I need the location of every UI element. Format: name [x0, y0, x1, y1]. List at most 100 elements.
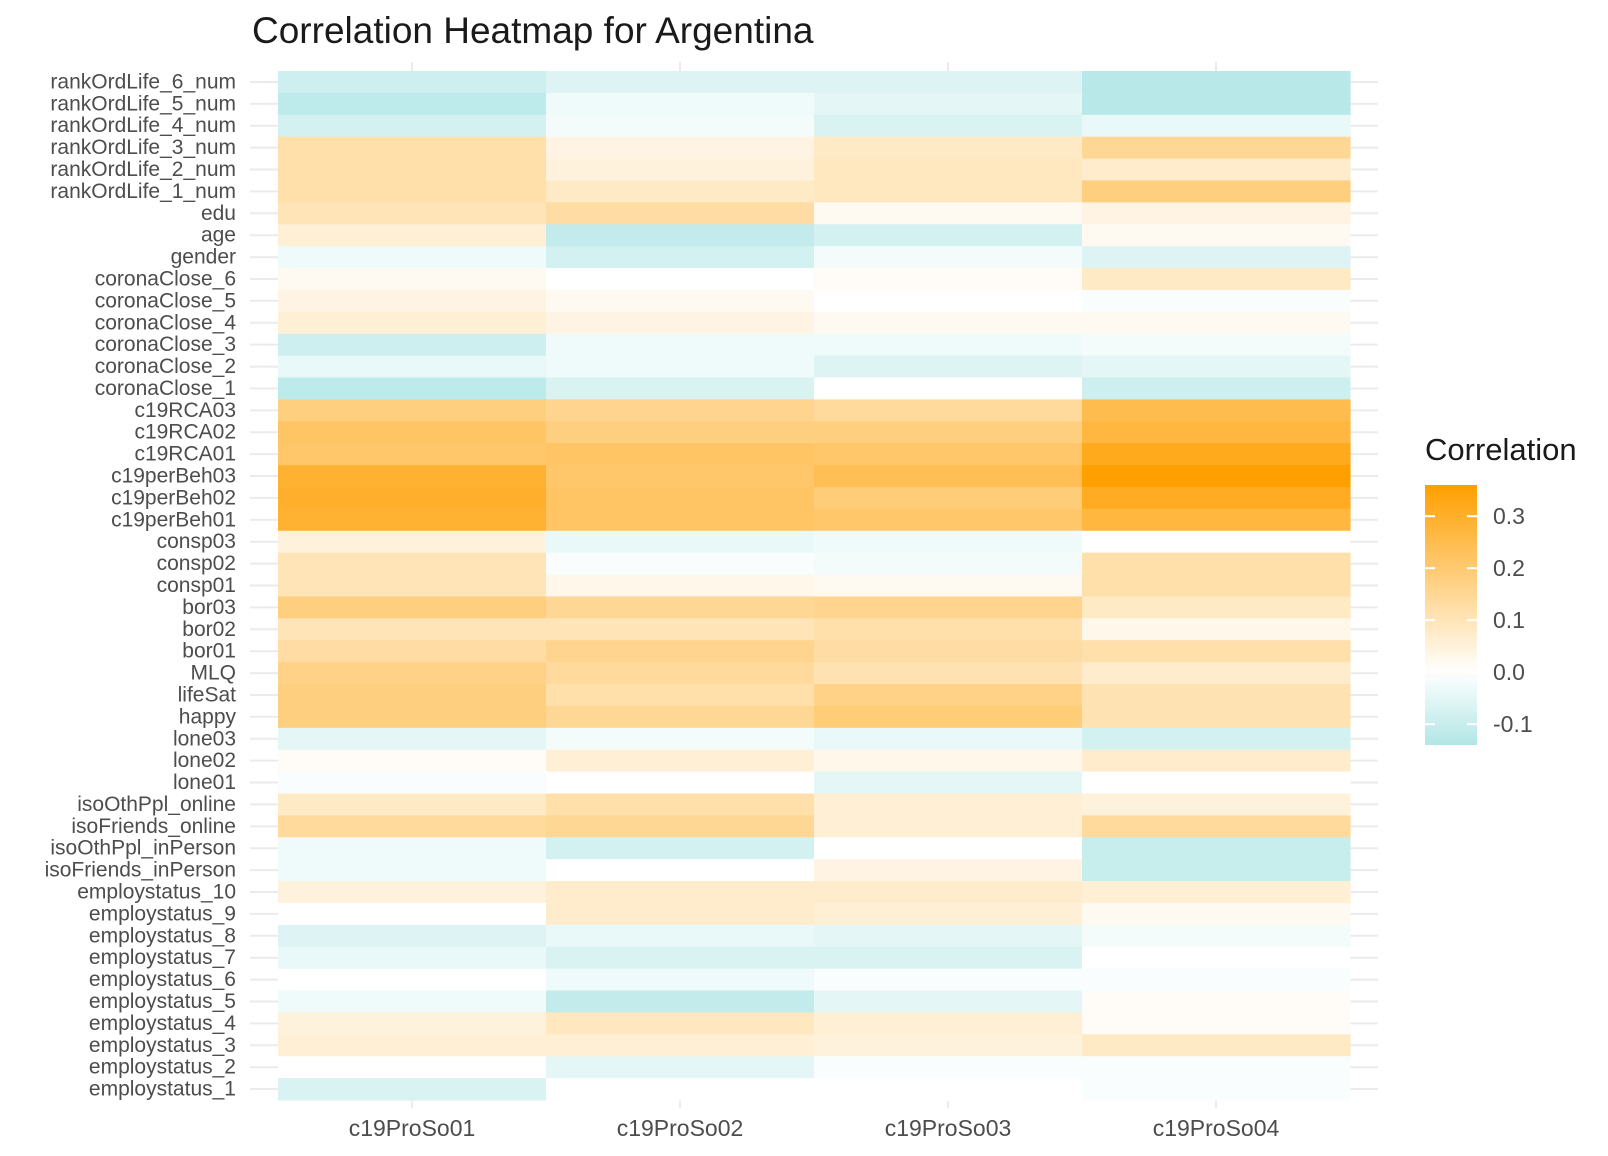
y-tick-label: employstatus_4: [89, 1012, 236, 1035]
heatmap-cell: [1082, 815, 1351, 838]
heatmap-cell: [278, 990, 547, 1014]
heatmap-cell: [278, 92, 547, 116]
heatmap-cell: [1082, 268, 1351, 291]
y-tick-label: employstatus_5: [89, 990, 236, 1013]
heatmap-cell: [546, 399, 815, 422]
heatmap-cell: [814, 727, 1083, 751]
legend-title: Correlation: [1425, 432, 1577, 467]
heatmap-cell: [1082, 92, 1351, 116]
heatmap-cell: [278, 640, 547, 663]
y-tick-label: isoFriends_online: [71, 815, 236, 838]
heatmap-cell: [278, 443, 547, 466]
y-tick-label: c19RCA01: [134, 443, 236, 466]
heatmap-cell: [278, 596, 547, 619]
heatmap-cell: [814, 1056, 1083, 1079]
heatmap-cell: [814, 552, 1083, 576]
y-tick-label: c19RCA03: [134, 399, 236, 422]
heatmap-cell: [814, 202, 1083, 225]
heatmap-cell: [1082, 902, 1351, 926]
legend: 0.3 0.2 0.1 0.0 -0.1: [1425, 485, 1533, 745]
heatmap-cell: [546, 1056, 815, 1079]
heatmap-cell: [814, 333, 1083, 357]
heatmap-cell: [1082, 990, 1351, 1014]
heatmap-cell: [814, 180, 1083, 203]
heatmap-cell: [546, 662, 815, 685]
heatmap-cell: [814, 749, 1083, 773]
heatmap-cell: [1082, 924, 1351, 948]
heatmap-cell: [546, 837, 815, 860]
heatmap-cell: [278, 114, 547, 138]
y-tick-labels: rankOrdLife_6_numrankOrdLife_5_numrankOr…: [45, 70, 237, 1100]
heatmap-cell: [1082, 749, 1351, 773]
y-tick-label: employstatus_7: [89, 946, 236, 969]
heatmap-cell: [546, 202, 815, 225]
heatmap-cell: [814, 793, 1083, 816]
heatmap-cell: [814, 246, 1083, 269]
heatmap-cell: [814, 837, 1083, 860]
heatmap-cell: [278, 662, 547, 685]
heatmap-cell: [546, 92, 815, 116]
heatmap-cell: [278, 508, 547, 532]
heatmap-cell: [814, 618, 1083, 641]
heatmap-cell: [1082, 289, 1351, 313]
heatmap-cell: [814, 508, 1083, 532]
heatmap-cell: [278, 465, 547, 488]
legend-tick-label: 0.2: [1493, 555, 1525, 581]
heatmap-cell: [278, 793, 547, 816]
heatmap-cell: [546, 333, 815, 357]
heatmap-cell: [278, 71, 547, 94]
heatmap-cell: [1082, 552, 1351, 576]
y-tick-label: isoOthPpl_inPerson: [50, 837, 236, 860]
heatmap-cell: [814, 684, 1083, 707]
y-tick-label: coronaClose_4: [95, 311, 237, 334]
heatmap-cell: [814, 1078, 1083, 1101]
heatmap-cell: [1082, 574, 1351, 598]
heatmap-cell: [814, 705, 1083, 729]
heatmap-cell: [814, 377, 1083, 401]
y-tick-label: rankOrdLife_1_num: [50, 180, 236, 203]
heatmap-cell: [814, 1034, 1083, 1057]
y-tick-label: edu: [201, 202, 236, 225]
heatmap-cell: [814, 136, 1083, 160]
y-tick-label: employstatus_6: [89, 968, 236, 991]
heatmap-cell: [546, 552, 815, 576]
heatmap-cell: [546, 1012, 815, 1035]
heatmap-cell: [1082, 859, 1351, 882]
heatmap-cell: [278, 289, 547, 313]
heatmap-cell: [546, 924, 815, 948]
heatmap-cell: [546, 136, 815, 160]
y-tick-label: lone01: [173, 771, 236, 794]
heatmap-cell: [1082, 399, 1351, 422]
heatmap-cell: [1082, 465, 1351, 488]
heatmap-cell: [546, 618, 815, 641]
heatmap-cell: [1082, 180, 1351, 203]
y-tick-label: rankOrdLife_5_num: [50, 92, 236, 115]
y-tick-label: rankOrdLife_4_num: [50, 114, 236, 137]
heatmap-cell: [278, 377, 547, 401]
heatmap-cell: [546, 486, 815, 510]
heatmap-cell: [546, 311, 815, 335]
heatmap-cell: [546, 246, 815, 269]
y-tick-label: rankOrdLife_3_num: [50, 136, 236, 159]
legend-color-bar: [1425, 485, 1477, 745]
legend-tick-label: 0.3: [1493, 503, 1525, 529]
y-tick-label: bor03: [182, 596, 236, 619]
heatmap-cell: [814, 224, 1083, 247]
heatmap-cell: [814, 158, 1083, 182]
heatmap-cell: [546, 377, 815, 401]
heatmap-cell: [814, 968, 1083, 992]
x-tick-labels: c19ProSo01 c19ProSo02 c19ProSo03 c19ProSo04: [349, 1115, 1280, 1141]
heatmap-cell: [1082, 508, 1351, 532]
heatmap-cell: [814, 771, 1083, 795]
heatmap-cell: [278, 924, 547, 948]
heatmap-cell: [546, 902, 815, 926]
heatmap-cell: [546, 793, 815, 816]
heatmap-cell: [1082, 71, 1351, 94]
heatmap-cell: [278, 1078, 547, 1101]
heatmap-cell: [546, 881, 815, 904]
heatmap-cell: [814, 881, 1083, 904]
heatmap-cell: [546, 1034, 815, 1057]
heatmap-cell: [546, 968, 815, 992]
heatmap-cell: [814, 530, 1083, 554]
heatmap-cell: [814, 421, 1083, 444]
